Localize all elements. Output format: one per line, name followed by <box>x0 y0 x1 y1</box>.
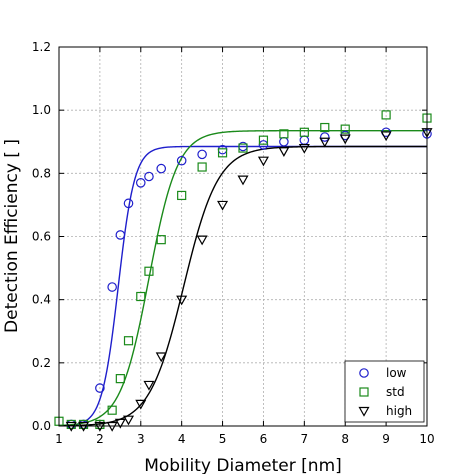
data-point-high <box>122 415 135 426</box>
data-point-std <box>299 127 309 137</box>
x-tick-label: 5 <box>219 432 227 446</box>
data-point-std <box>238 143 248 153</box>
data-point-low <box>144 171 154 182</box>
data-point-low <box>115 230 126 240</box>
data-point-high <box>155 352 167 363</box>
x-tick-label: 10 <box>419 432 434 446</box>
y-tick-label: 0.0 <box>32 419 51 433</box>
x-tick-label: 7 <box>301 432 309 446</box>
legend-box <box>344 360 425 423</box>
data-markers <box>54 110 433 432</box>
data-point-std <box>217 148 228 158</box>
data-point-low <box>123 198 134 209</box>
data-point-high <box>298 143 310 154</box>
y-tick-label: 0.2 <box>32 356 51 370</box>
y-tick-label: 0.8 <box>32 166 51 180</box>
x-tick-label: 1 <box>55 432 63 446</box>
y-tick-label: 0.6 <box>32 230 51 244</box>
data-point-std <box>258 135 269 145</box>
data-point-low <box>95 383 105 393</box>
legend-marker-std <box>359 387 369 397</box>
x-tick-label: 6 <box>260 432 268 446</box>
legend-marker-low <box>359 368 369 378</box>
data-point-high <box>196 235 208 246</box>
data-point-std <box>177 190 187 201</box>
y-tick-label: 1.0 <box>32 103 51 117</box>
y-axis-label: Detection Efficiency [ ] <box>2 139 22 333</box>
data-point-high <box>114 418 126 429</box>
data-point-high <box>380 131 392 142</box>
data-point-high <box>319 137 331 148</box>
legend-label-std: std <box>386 385 405 399</box>
axis-ticks: 1 2 3 4 5 6 7 8 9 10 0.0 0.2 0.4 0.6 0.8 1.0 1.2 <box>32 40 435 446</box>
data-point-low <box>135 178 146 188</box>
data-point-std <box>123 336 134 346</box>
data-point-low <box>319 132 330 142</box>
y-tick-label: 0.4 <box>32 293 51 307</box>
data-point-std <box>320 122 330 133</box>
legend: low std high <box>344 360 425 423</box>
data-point-std <box>115 374 125 384</box>
x-axis-label: Mobility Diameter [nm] <box>144 456 342 474</box>
legend-label-low: low <box>386 366 407 380</box>
data-point-high <box>257 156 269 167</box>
grid-lines <box>59 47 427 426</box>
legend-label-high: high <box>386 404 412 418</box>
data-point-high <box>217 200 229 211</box>
data-point-std <box>136 291 146 302</box>
data-point-high <box>237 175 249 186</box>
data-point-low <box>107 282 117 292</box>
data-point-high <box>278 147 290 157</box>
legend-marker-high <box>358 406 370 417</box>
data-point-high <box>176 295 188 306</box>
data-point-high <box>135 399 147 410</box>
data-point-low <box>258 140 269 150</box>
data-point-std <box>107 405 117 415</box>
data-point-std <box>156 235 166 245</box>
data-point-std <box>381 110 391 120</box>
data-point-low <box>279 136 289 147</box>
data-point-std <box>279 129 289 139</box>
x-tick-label: 8 <box>341 432 349 446</box>
data-point-std <box>340 124 350 134</box>
data-point-high <box>339 134 351 145</box>
x-tick-label: 4 <box>178 432 186 446</box>
data-point-low <box>156 163 167 174</box>
x-tick-label: 9 <box>382 432 390 446</box>
x-tick-label: 3 <box>137 432 145 446</box>
data-point-std <box>197 162 207 172</box>
y-tick-label: 1.2 <box>32 40 51 54</box>
data-point-std <box>144 266 154 276</box>
x-tick-label: 2 <box>96 432 104 446</box>
data-point-low <box>176 155 187 166</box>
data-point-high <box>143 380 155 391</box>
fit-curve-std <box>58 130 427 427</box>
data-point-low <box>197 149 207 160</box>
